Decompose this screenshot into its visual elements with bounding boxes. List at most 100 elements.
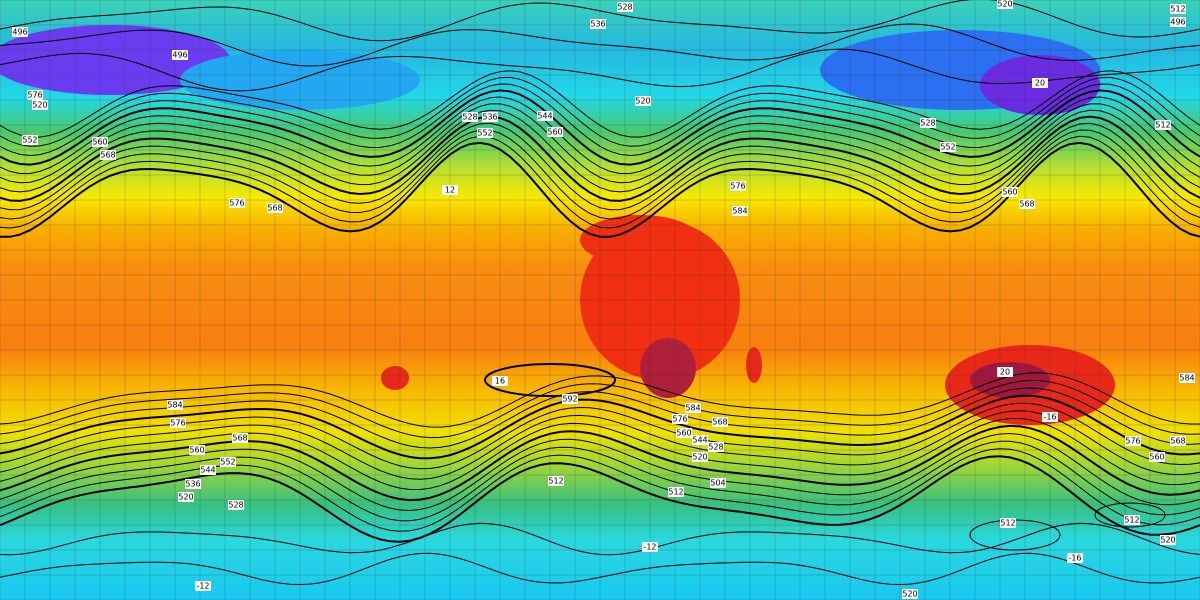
contour-label: 504 [710,479,725,488]
label-background [590,19,606,29]
contour-label: 576 [229,199,244,208]
contour-label: 592 [562,395,577,404]
label-background [232,433,248,443]
contour-label: 536 [482,113,497,122]
label-background [692,452,708,462]
contour-label: 16 [495,377,505,386]
contour-line [0,440,1200,522]
label-background [685,403,701,413]
contour-label: -16 [1068,554,1081,563]
contour-line [0,522,1200,556]
label-background [189,445,205,455]
contour-line [0,141,1200,238]
contour-label: 568 [100,151,115,160]
label-background [492,376,508,386]
label-background [185,479,201,489]
label-background [172,50,188,60]
contour-line [0,379,1200,439]
label-background [229,198,245,208]
label-background [547,127,563,137]
warm-area [381,366,409,390]
label-background [642,542,658,552]
contour-line [0,122,1200,211]
contour-label: 576 [170,419,185,428]
contour-line [0,402,1200,470]
label-background [672,414,688,424]
label-background [1155,120,1171,130]
label-background [562,394,578,404]
contour-label: 568 [267,204,282,213]
contour-line [0,76,1200,147]
label-background [692,435,708,445]
contour-label: 536 [590,20,605,29]
label-background [22,135,38,145]
contour-line [0,70,1200,138]
contour-line [0,109,1200,193]
contour-label: 520 [178,493,193,502]
warm-area [580,215,700,265]
contour-line [0,455,1200,543]
label-background [997,367,1013,377]
label-background [1067,553,1083,563]
contour-label: 512 [1170,5,1185,14]
warm-area [746,347,762,383]
label-background [920,118,936,128]
contour-label: 568 [712,418,727,427]
contour-label: 20 [1000,368,1010,377]
contour-line [484,363,616,397]
contour-line [0,103,1200,184]
label-background [997,0,1013,9]
contour-line [0,83,1200,157]
contour-line [0,410,1200,480]
contour-label: 552 [22,136,37,145]
contour-label: 512 [548,477,563,486]
contour-label: 584 [1179,374,1194,383]
cold-pool [0,25,230,95]
label-background [1125,436,1141,446]
label-background [1032,78,1048,88]
label-background [12,27,28,37]
contour-label: 584 [732,207,747,216]
label-background [178,492,194,502]
label-background [1170,4,1186,14]
label-background [712,417,728,427]
contour-line [0,89,1200,166]
contour-label: 20 [1035,79,1045,88]
contour-label: 512 [1124,516,1139,525]
contour-label: 560 [1002,188,1017,197]
label-background [1042,412,1058,422]
contour-line [0,135,1200,229]
contour-label: 576 [730,182,745,191]
label-background [1170,436,1186,446]
contour-label: 544 [200,466,215,475]
label-background [442,185,458,195]
label-background [1179,373,1195,383]
contour-label: 496 [1170,18,1185,27]
contour-line [0,372,1200,428]
label-background [267,203,283,213]
label-background [732,206,748,216]
contour-label: 568 [1170,437,1185,446]
contour-label: 12 [445,186,455,195]
label-background [548,476,564,486]
contour-line [0,48,1200,92]
label-background [27,90,43,100]
label-background [1124,515,1140,525]
contour-label: 496 [172,51,187,60]
label-background [940,142,956,152]
contour-label: 496 [12,28,27,37]
label-background [1149,452,1165,462]
label-background [220,457,236,467]
contour-label: -16 [1043,413,1056,422]
contour-label: 528 [462,113,477,122]
contour-label: 528 [920,119,935,128]
contour-label: 568 [232,434,247,443]
label-background [92,137,108,147]
label-background [100,150,116,160]
label-background [902,589,918,599]
label-background [200,465,216,475]
contour-label: 560 [1149,453,1164,462]
label-background [167,400,183,410]
